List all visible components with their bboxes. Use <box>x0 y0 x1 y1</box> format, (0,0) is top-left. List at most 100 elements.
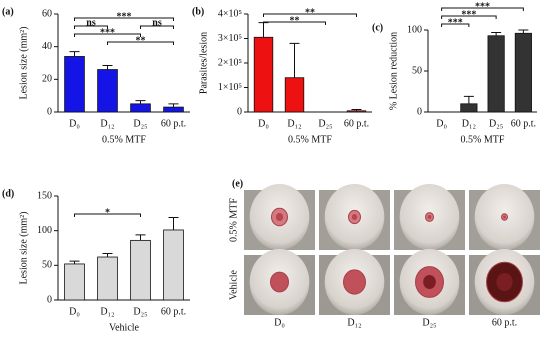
significance-label: *** <box>448 17 463 28</box>
y-tick-label: 0 <box>47 106 52 117</box>
error-bar <box>518 29 529 34</box>
column-label: D₁₂ <box>347 317 361 328</box>
x-tick-label: D₀ <box>258 118 269 129</box>
x-tick-label: D₀ <box>69 306 80 317</box>
lesion-core <box>423 275 436 289</box>
row-label: 0.5% MTF <box>228 198 239 242</box>
y-axis-title: % Lesion reduction <box>388 32 399 110</box>
bar <box>163 229 184 301</box>
error-bar <box>168 216 179 230</box>
x-tick-label: 60 p.t. <box>511 118 536 129</box>
significance-bracket <box>263 13 357 17</box>
bar <box>346 110 367 113</box>
error-bar <box>69 51 80 57</box>
x-tick-label: D₂₅ <box>133 306 147 317</box>
bar <box>64 263 85 301</box>
lesion <box>343 269 366 295</box>
lesion <box>270 271 289 293</box>
x-tick-label: 60 p.t. <box>344 118 369 129</box>
x-tick-label: D₂₅ <box>133 118 147 129</box>
significance-label: *** <box>475 1 490 12</box>
panel-label: (e) <box>232 178 243 189</box>
x-axis-title: 0.5% MTF <box>461 134 505 145</box>
y-tick-label: 100 <box>37 225 52 236</box>
significance-label: *** <box>100 27 115 38</box>
panel-label: (b) <box>192 6 204 17</box>
significance-label: ns <box>86 17 96 28</box>
x-axis-title: 0.5% MTF <box>288 134 332 145</box>
error-bar <box>135 234 146 241</box>
panel-label: (d) <box>2 188 14 199</box>
row-label: Vehicle <box>228 269 239 300</box>
error-bar <box>289 42 300 78</box>
column-label: D₀ <box>274 317 285 328</box>
x-axis-title: 0.5% MTF <box>102 134 146 145</box>
error-bar <box>69 260 80 264</box>
significance-label: ** <box>136 35 146 46</box>
significance-bracket <box>74 213 141 217</box>
lesion-core <box>275 213 284 221</box>
error-bar <box>102 253 113 258</box>
significance-bracket <box>140 25 174 29</box>
column-label: 60 p.t. <box>492 317 517 328</box>
y-tick-label: 0 <box>417 106 422 117</box>
y-tick-label: 2×10⁵ <box>218 57 242 68</box>
x-tick-label: 60 p.t. <box>161 306 186 317</box>
error-bar <box>135 100 146 104</box>
significance-label: *** <box>117 11 132 22</box>
y-tick-label: 60 <box>42 8 52 19</box>
panel-label: (a) <box>2 6 14 17</box>
significance-bracket <box>441 23 470 27</box>
significance-bracket <box>441 15 497 19</box>
y-axis-title: Parasites/lesion <box>198 32 209 94</box>
y-tick-label: 0 <box>47 294 52 305</box>
significance-bracket <box>74 17 174 21</box>
y-tick-label: 50 <box>412 65 422 76</box>
bar <box>487 35 505 113</box>
x-axis-title: Vehicle <box>109 322 140 333</box>
bar <box>514 32 532 113</box>
bar <box>97 69 118 113</box>
significance-bracket <box>107 41 174 45</box>
error-bar <box>102 64 113 70</box>
x-tick-label: D₁₂ <box>100 118 114 129</box>
error-bar <box>463 95 474 104</box>
column-label: D₂₅ <box>422 317 436 328</box>
y-tick-label: 1×10⁵ <box>218 82 242 93</box>
x-tick-label: D₀ <box>69 118 80 129</box>
y-axis-title: Lesion size (mm²) <box>18 212 29 285</box>
y-tick-label: 150 <box>37 190 52 201</box>
x-tick-label: D₁₂ <box>100 306 114 317</box>
x-tick-label: D₂₅ <box>489 118 503 129</box>
lesion-core <box>351 214 358 220</box>
x-tick-label: 60 p.t. <box>161 118 186 129</box>
significance-label: * <box>105 207 110 218</box>
error-bar <box>491 31 502 36</box>
bar <box>284 77 305 113</box>
bar <box>97 256 118 301</box>
lesion-core <box>503 215 506 219</box>
lesion-core <box>496 273 513 291</box>
y-tick-label: 20 <box>42 74 52 85</box>
bar <box>253 36 274 113</box>
significance-label: *** <box>461 9 476 20</box>
bar <box>130 239 151 301</box>
y-tick-label: 4×10⁵ <box>218 8 242 19</box>
significance-label: ** <box>305 7 315 18</box>
significance-bracket <box>441 7 524 11</box>
error-bar <box>168 103 179 108</box>
x-tick-label: D₀ <box>436 118 447 129</box>
significance-label: ns <box>152 17 162 28</box>
panel-label: (c) <box>372 22 383 33</box>
y-tick-label: 50 <box>42 260 52 271</box>
significance-bracket <box>74 25 108 29</box>
bar <box>460 103 478 113</box>
y-tick-label: 3×10⁵ <box>218 33 242 44</box>
bar <box>163 106 184 113</box>
x-tick-label: D₁₂ <box>287 118 301 129</box>
y-tick-label: 40 <box>42 41 52 52</box>
significance-label: ** <box>290 15 300 26</box>
x-tick-label: D₂₅ <box>318 118 332 129</box>
bar <box>64 56 85 113</box>
